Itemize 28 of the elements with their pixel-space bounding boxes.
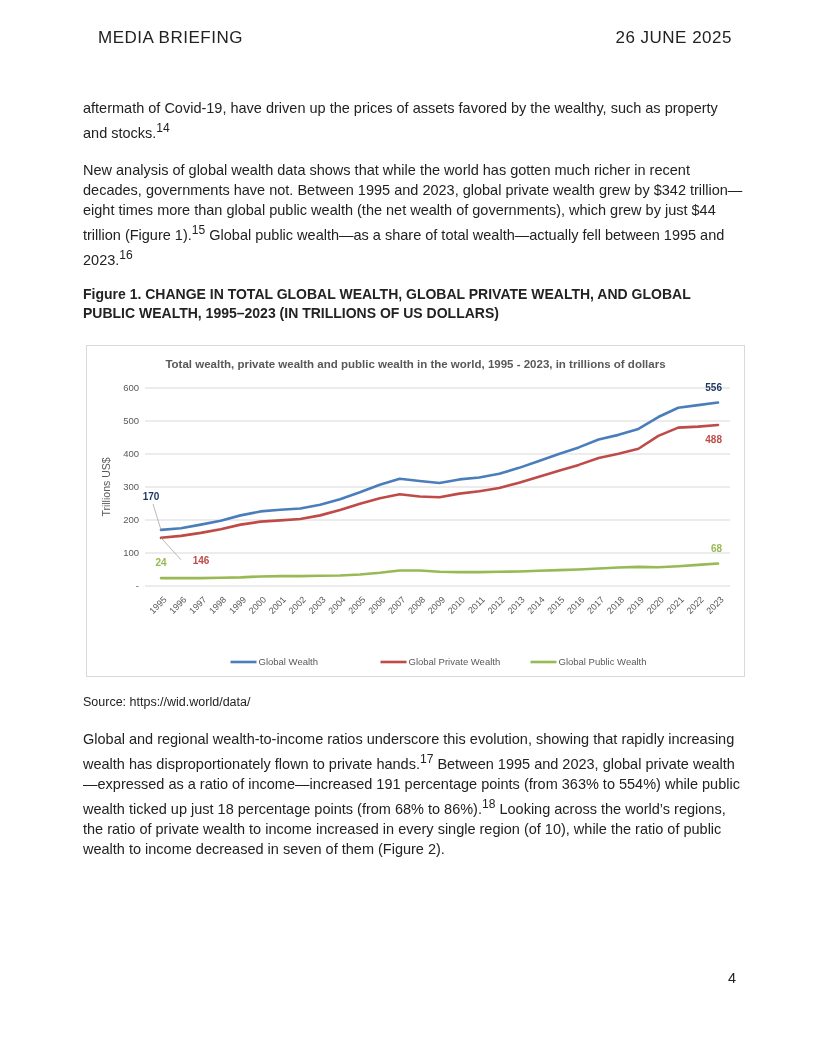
text: 26 JUNE 2025 [615, 28, 732, 48]
y-axis-title: Trillions US$ [100, 457, 112, 517]
chart-title: Total wealth, private wealth and public wealth in the world, 1995 - 2023, in trillions of dollars [165, 358, 666, 370]
y-tick-label: 600 [123, 382, 139, 394]
legend-label: Global Private Wealth [408, 656, 501, 668]
text: MEDIA BRIEFING [98, 28, 243, 48]
data-label: 170 [142, 490, 160, 502]
data-label: 488 [705, 433, 723, 445]
data-label: 24 [155, 557, 167, 569]
y-tick-label: 300 [123, 481, 139, 493]
line-series [159, 423, 720, 540]
y-tick-label: 500 [123, 415, 139, 427]
source-note: Source: https://wid.world/data/ [83, 694, 252, 711]
chart-subtitle: Figure 1. CHANGE IN TOTAL GLOBAL WEALTH, GLOBAL PRIVATE WEALTH, AND GLOBAL PUBLIC WEALTH, 1995–2023 (IN TRILLIONS OF US DOLLARS) [83, 285, 692, 323]
y-tick-label: 400 [123, 448, 139, 460]
legend-label: Global Public Wealth [558, 656, 647, 668]
text: Global and regional wealth-to-income ratios underscore this evolution, showing that rapidly increasing wealth has disproportionately flown to private hands.$^{17}$ Between 1995 and 2023, global private wealth—expressed as a ratio of income—increased 191 percentage points (from 363% to 554%) while public wealth ticked up just 18 percentage points (from 68% to 86%).$^{18}$ Looking across the world’s regions, the ratio of private wealth to income increased in every single region (of 10), while the ratio of public wealth to income decreased in seven of them (Figure 2). [83, 731, 740, 857]
y-tick-label: 200 [123, 514, 139, 526]
y-tick-label: - [135, 580, 139, 592]
line-series [159, 401, 720, 532]
data-label: 68 [710, 542, 723, 554]
legend-label: Global Wealth [258, 656, 318, 668]
text: New analysis of global wealth data shows that while the world has gotten much richer in recent decades, governments have not. Between 1995 and 2023, global private wealth grew by $342 trillion—eight times more than global public wealth (the net wealth of governments), which grew by just $44 trillion (Figure 1).$^{15}$ Global public wealth—as a share of total wealth—actually fell between 1995 and 2023.$^{16}$ [83, 162, 743, 268]
text: 4 [728, 970, 737, 986]
data-label: 556 [705, 381, 723, 393]
text: aftermath of Covid-19, have driven up the prices of assets favored by the wealthy, such as property and stocks.$^{14}$ [83, 99, 719, 143]
y-tick-label: 100 [123, 547, 139, 559]
data-label: 146 [192, 554, 210, 566]
